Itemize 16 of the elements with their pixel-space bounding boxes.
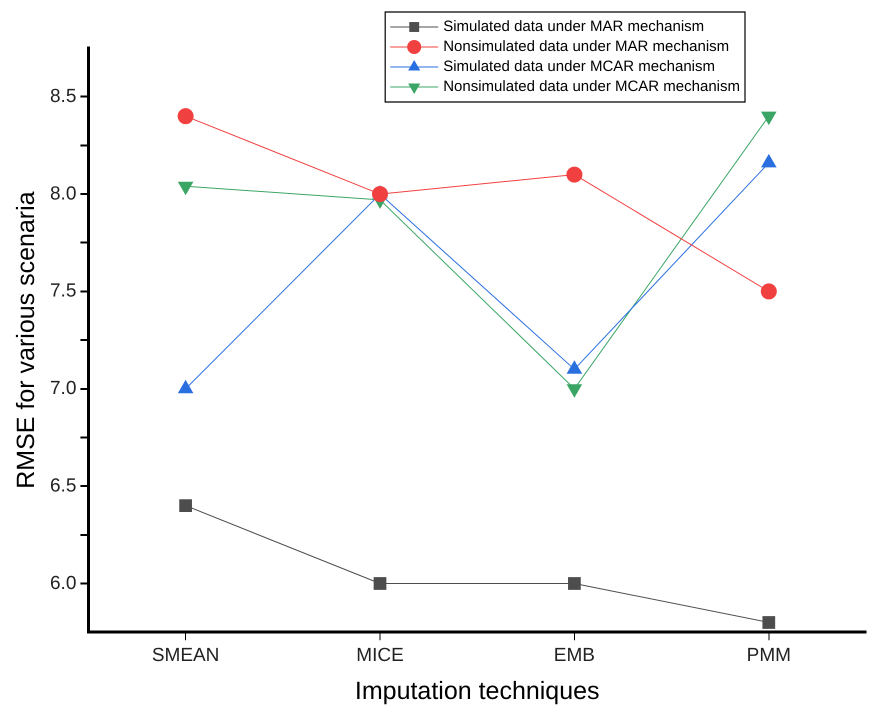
y-tick-label: 8.0 xyxy=(50,183,76,204)
legend-label: Nonsimulated data under MAR mechanism xyxy=(443,38,730,56)
y-tick-label: 6.0 xyxy=(50,572,76,594)
y-tick-label: 6.5 xyxy=(50,475,76,496)
legend-label: Nonsimulated data under MCAR mechanism xyxy=(443,78,740,96)
legend-label: Simulated data under MAR mechanism xyxy=(443,18,704,36)
x-tick-label: PMM xyxy=(746,644,791,666)
x-tick-label: SMEAN xyxy=(152,644,220,666)
y-tick-label: 7.5 xyxy=(50,280,76,302)
x-tick-label: MICE xyxy=(356,644,404,666)
x-axis-title: Imputation techniques xyxy=(354,676,600,705)
y-axis-title: RMSE for various scenaria xyxy=(12,191,40,489)
y-tick-label: 7.0 xyxy=(50,378,76,400)
legend-label: Simulated data under MCAR mechanism xyxy=(443,58,715,76)
y-tick-label: 8.5 xyxy=(50,86,76,107)
x-tick-label: EMB xyxy=(554,644,595,666)
